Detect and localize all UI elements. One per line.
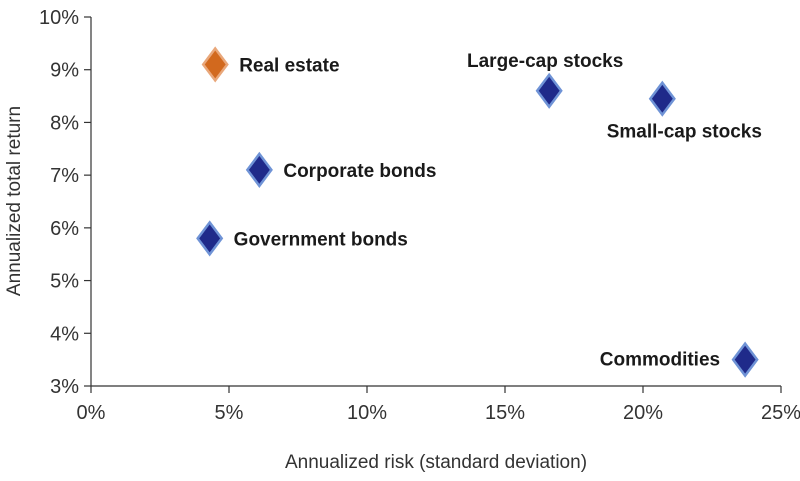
x-tick-label: 20% xyxy=(623,402,663,424)
data-point-small-cap-stocks xyxy=(648,80,676,117)
y-tick-label: 7% xyxy=(50,165,79,187)
ticks: 0% 5% 10% 15% 20% 25% 3% 4% 5% 6% 7% 8% 9% 10% xyxy=(39,7,800,424)
x-tick-label: 0% xyxy=(77,402,106,424)
point-label: Commodities xyxy=(600,350,720,371)
y-tick-label: 8% xyxy=(50,112,79,134)
y-tick-label: 9% xyxy=(50,60,79,82)
x-axis-title: Annualized risk (standard deviation) xyxy=(285,452,587,473)
x-tick-label: 5% xyxy=(215,402,244,424)
y-tick-label: 4% xyxy=(50,323,79,345)
data-point-government-bonds xyxy=(196,220,224,257)
y-tick-label: 5% xyxy=(50,271,79,293)
x-tick-label: 10% xyxy=(347,402,387,424)
y-tick-label: 6% xyxy=(50,218,79,240)
y-tick-label: 3% xyxy=(50,376,79,398)
x-tick-label: 25% xyxy=(761,402,800,424)
point-label: Large-cap stocks xyxy=(467,51,623,72)
point-labels: Real estate Large-cap stocks Small-cap sto… xyxy=(234,51,762,371)
data-point-real-estate xyxy=(201,46,229,83)
data-point-corporate-bonds xyxy=(245,151,273,188)
y-axis-title: Annualized total return xyxy=(4,106,25,296)
point-label: Government bonds xyxy=(234,229,408,250)
data-point-large-cap-stocks xyxy=(535,72,563,109)
x-tick-label: 15% xyxy=(485,402,525,424)
axes xyxy=(90,17,781,387)
data-points xyxy=(196,46,759,378)
point-label: Real estate xyxy=(239,55,339,76)
point-label: Corporate bonds xyxy=(283,161,436,182)
data-point-commodities xyxy=(731,341,759,378)
y-tick-label: 10% xyxy=(39,7,79,29)
point-label: Small-cap stocks xyxy=(607,122,762,143)
